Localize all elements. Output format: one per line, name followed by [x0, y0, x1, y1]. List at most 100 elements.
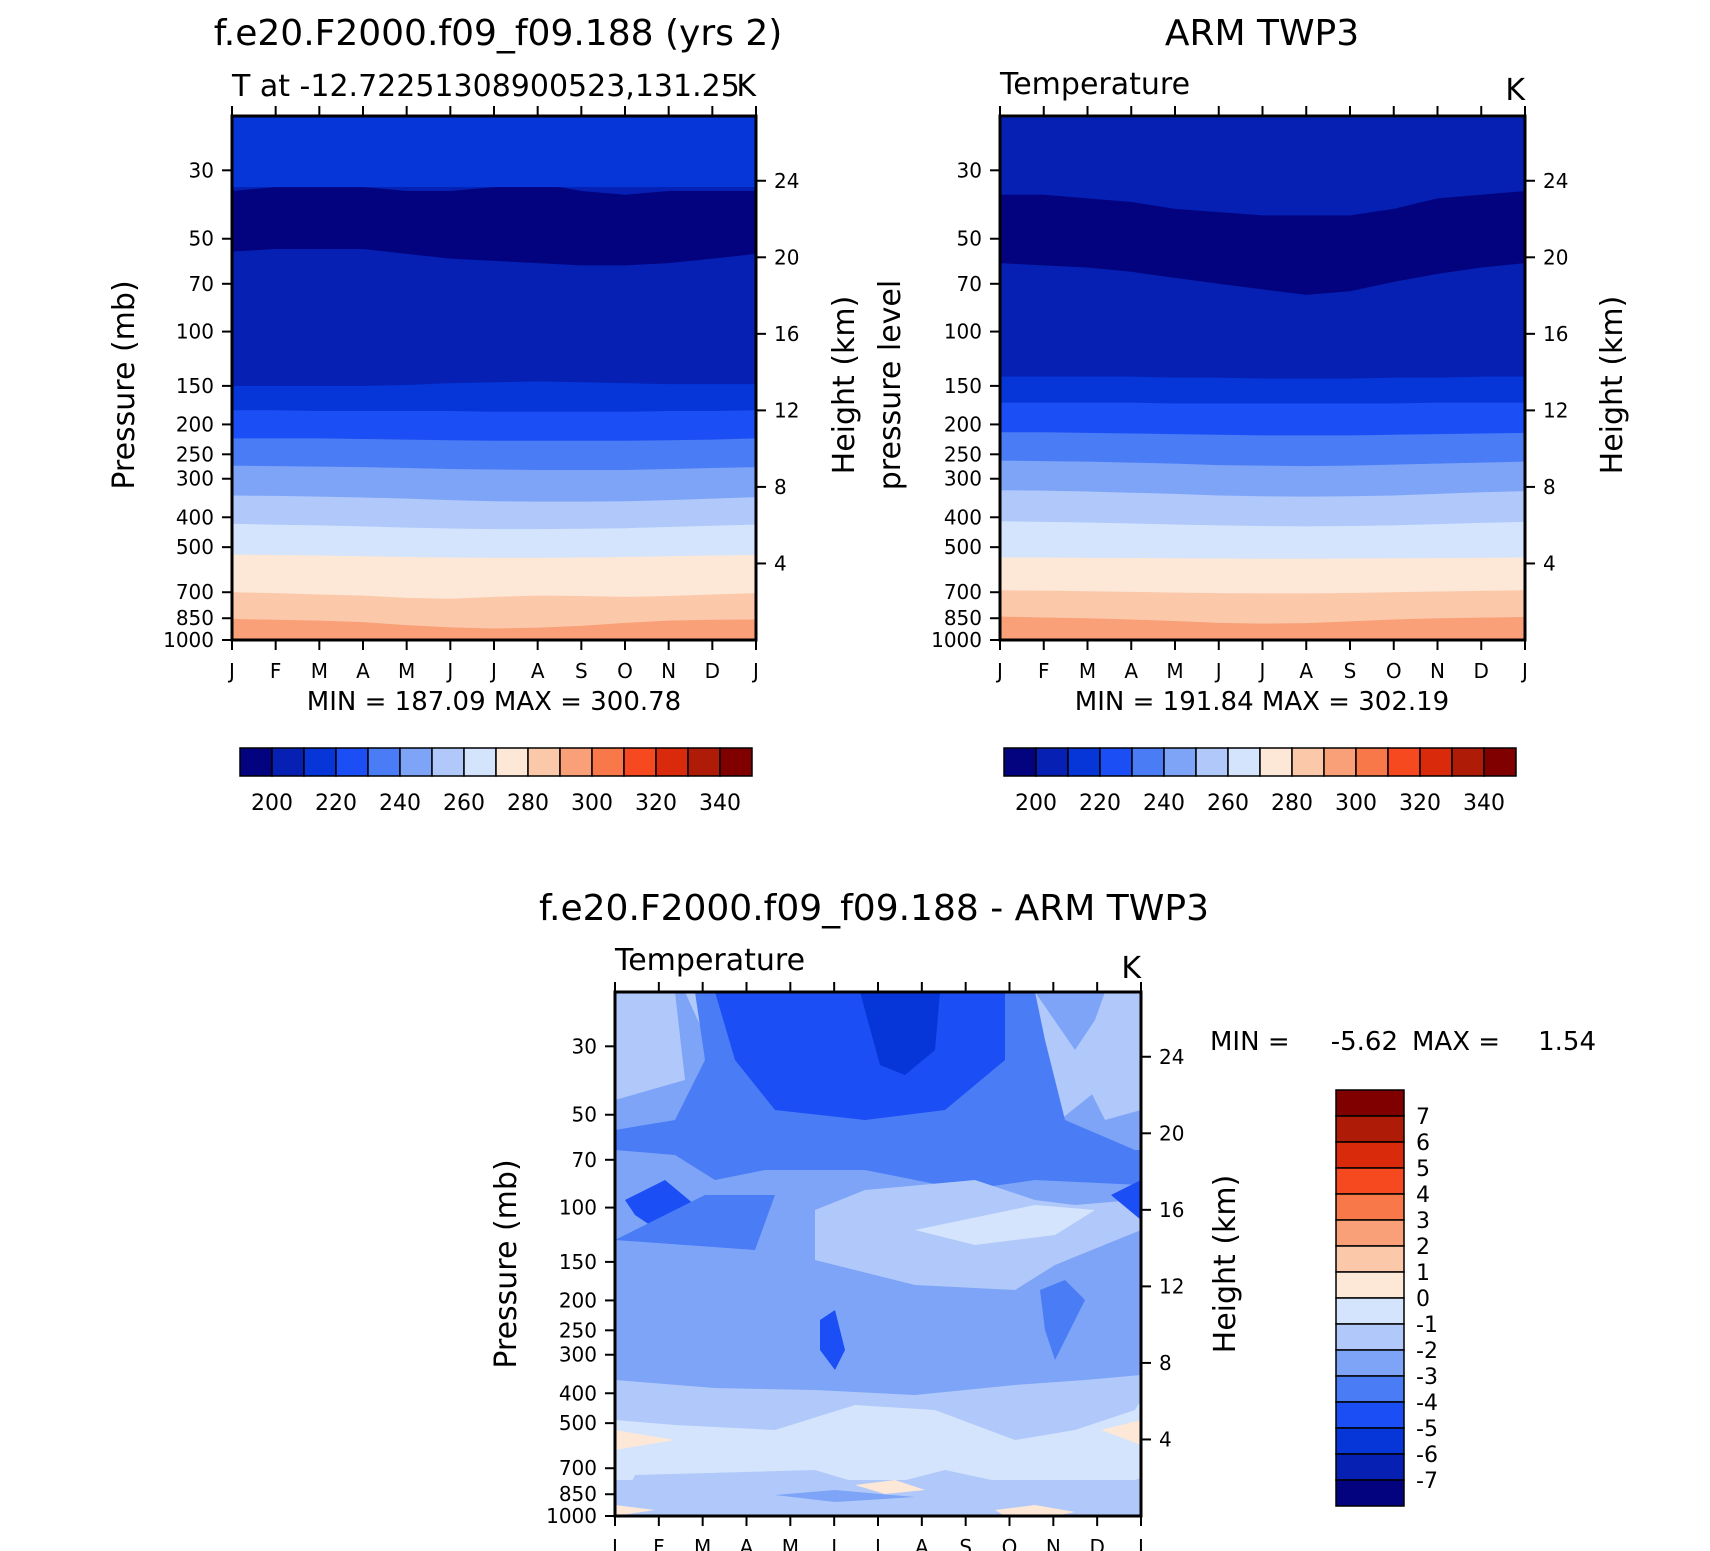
panel3-band — [915, 1205, 1095, 1245]
panel3-y-tick-label: 150 — [559, 1250, 597, 1274]
panel3-subtitle: Temperature — [614, 943, 805, 978]
panel3-x-tick-label: F — [653, 1535, 665, 1551]
panel3-colorbar-label: 5 — [1416, 1157, 1430, 1182]
panel2-x-tick-label: M — [1166, 659, 1183, 683]
panel1-y-tick-label: 30 — [189, 158, 214, 182]
panel2-y-tick-label: 850 — [944, 606, 982, 630]
panel3-colorbar-box — [1335, 1245, 1405, 1273]
panel2-y2-tick-label: 16 — [1543, 322, 1568, 346]
panel3-colorbar-label: -3 — [1416, 1365, 1438, 1390]
panel2-y2-tick-label: 24 — [1543, 169, 1568, 193]
panel2-colorbar-box — [1195, 747, 1229, 777]
panel1-y-tick-label: 500 — [176, 535, 214, 559]
panel3-y-tick-label: 70 — [572, 1148, 597, 1172]
panel3-min-label: MIN = — [1210, 1027, 1290, 1057]
panel2-x-tick-label: J — [995, 659, 1003, 683]
panel3-min-value: -5.62 — [1331, 1027, 1398, 1057]
panel1-y-tick-label: 100 — [176, 320, 214, 344]
panel1-x-tick-label: A — [531, 659, 545, 683]
panel2-colorbar-box — [1003, 747, 1037, 777]
panel1-y-tick-label: 700 — [176, 580, 214, 604]
panel1-colorbar-label: 260 — [443, 791, 485, 816]
panel1-colorbar-label: 200 — [251, 791, 293, 816]
panel3-blob — [1111, 1180, 1141, 1220]
panel3-colorbar-label: 7 — [1416, 1105, 1430, 1130]
panel2-x-tick-label: A — [1124, 659, 1138, 683]
panel1-colorbar-box — [271, 747, 305, 777]
panel2-x-tick-label: S — [1344, 659, 1357, 683]
panel1-colorbar-label: 280 — [507, 791, 549, 816]
panel3-x-tick-label: S — [959, 1535, 972, 1551]
panel2-x-tick-label: M — [1079, 659, 1096, 683]
panel3-y2-tick-label: 12 — [1159, 1274, 1184, 1298]
panel1-y-tick-label: 150 — [176, 374, 214, 398]
top-left-title: f.e20.F2000.f09_f09.188 (yrs 2) — [214, 13, 783, 54]
panel1-colorbar-box — [719, 747, 753, 777]
panel1-colorbar-label: 300 — [571, 791, 613, 816]
panel3-band — [1101, 1420, 1141, 1445]
panel3-colorbar-box — [1335, 1375, 1405, 1403]
panel2-colorbar-box — [1291, 747, 1325, 777]
panel2-colorbar-label: 200 — [1015, 791, 1057, 816]
panel2-y-tick-label: 700 — [944, 580, 982, 604]
panel2-x-tick-label: O — [1386, 659, 1402, 683]
panel1-colorbar-box — [303, 747, 337, 777]
panel2-colorbar-box — [1451, 747, 1485, 777]
panel3-y-tick-label: 1000 — [546, 1504, 597, 1528]
panel3-colorbar-label: 4 — [1416, 1183, 1430, 1208]
panel2-y-tick-label: 70 — [957, 272, 982, 296]
panel1-y-tick-label: 200 — [176, 412, 214, 436]
panel1-x-tick-label: A — [356, 659, 370, 683]
panel2-subtitle: Temperature — [999, 67, 1190, 102]
panel3-y-tick-label: 400 — [559, 1381, 597, 1405]
panel1-colorbar-box — [527, 747, 561, 777]
panel3-blob — [820, 1310, 845, 1370]
panel1-y2label: Height (km) — [827, 296, 862, 475]
panel2-colorbar-label: 260 — [1207, 791, 1249, 816]
panel3-colorbar-box — [1335, 1089, 1405, 1117]
panel3-y-tick-label: 30 — [572, 1034, 597, 1058]
panel3-colorbar-box — [1335, 1323, 1405, 1351]
panel3-band — [615, 1430, 675, 1450]
panel3-colorbar-label: -1 — [1416, 1313, 1438, 1338]
panel2-colorbar-box — [1099, 747, 1133, 777]
panel2-contour-band — [1000, 116, 1525, 216]
panel3-colorbar-box — [1335, 1193, 1405, 1221]
panel3-x-tick-label: M — [694, 1535, 711, 1551]
panel2-colorbar-label: 340 — [1463, 791, 1505, 816]
panel3-y-tick-label: 200 — [559, 1288, 597, 1312]
panel1-y2-tick-label: 20 — [774, 245, 799, 269]
panel2-colorbar-label: 240 — [1143, 791, 1185, 816]
panel1-colorbar-box — [399, 747, 433, 777]
panel3-colorbar-box — [1335, 1219, 1405, 1247]
panel3-x-tick-label: A — [740, 1535, 754, 1551]
panel3-band — [615, 1470, 1141, 1516]
panel3-y2-tick-label: 4 — [1159, 1427, 1172, 1451]
panel2-y-tick-label: 1000 — [931, 628, 982, 652]
panel2-colorbar-box — [1483, 747, 1517, 777]
panel2-y-tick-label: 200 — [944, 412, 982, 436]
panel1-x-tick-label: M — [311, 659, 328, 683]
panel2-x-tick-label: J — [1520, 659, 1528, 683]
panel1-colorbar-label: 240 — [379, 791, 421, 816]
panel1-colorbar-box — [687, 747, 721, 777]
panel3-colorbar-label: 2 — [1416, 1235, 1430, 1260]
panel3-x-tick-label: M — [782, 1535, 799, 1551]
panel3-y-tick-label: 500 — [559, 1411, 597, 1435]
panel3-colorbar-box — [1335, 1349, 1405, 1377]
panel2-colorbar-box — [1323, 747, 1357, 777]
panel3-colorbar-label: -4 — [1416, 1391, 1438, 1416]
panel3-colorbar-label: 0 — [1416, 1287, 1430, 1312]
panel1-colorbar-box — [431, 747, 465, 777]
panel2-y-tick-label: 400 — [944, 505, 982, 529]
panel2-x-tick-label: J — [1258, 659, 1266, 683]
panel3-colorbar-box — [1335, 1297, 1405, 1325]
top-right-title: ARM TWP3 — [1165, 13, 1359, 54]
panel3-x-tick-label: J — [1136, 1535, 1144, 1551]
panel2-group: J F M A M J J A S O N D J305070100150200250300400500… — [931, 106, 1568, 816]
panel3-x-tick-label: A — [915, 1535, 929, 1551]
panel1-ylabel: Pressure (mb) — [107, 280, 142, 489]
panel1-colorbar-label: 220 — [315, 791, 357, 816]
panel3-band — [615, 1505, 655, 1516]
